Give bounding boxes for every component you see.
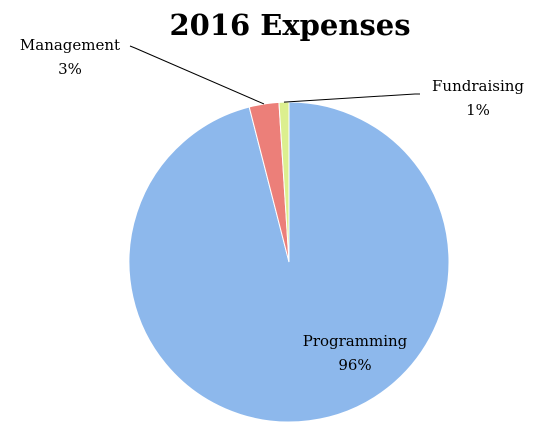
chart-title: 2016 Expenses <box>169 8 411 42</box>
slice-value-management: 3% <box>58 60 82 78</box>
leader-line-management <box>129 45 265 105</box>
leader-line-fundraising <box>283 93 420 103</box>
slice-value-fundraising: 1% <box>466 101 490 119</box>
slice-value-programming: 96% <box>338 356 371 374</box>
slice-label-management: Management <box>20 36 120 54</box>
slice-label-fundraising: Fundraising <box>432 77 524 95</box>
slice-label-programming: Programming <box>303 332 408 350</box>
